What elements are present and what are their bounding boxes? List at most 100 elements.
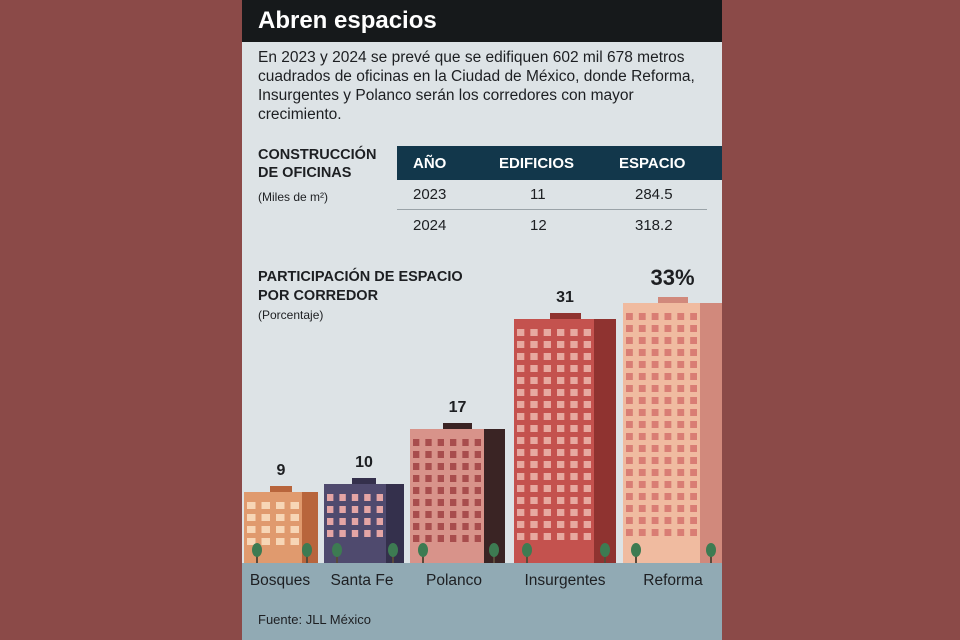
bar-reforma-window [677,397,685,404]
bar-insurgentes-window [530,341,538,348]
bar-polanco-window [462,523,469,530]
value-label-polanco: 17 [448,399,467,416]
bar-polanco-window [450,499,457,506]
bar-reforma-window [651,445,659,452]
bar-polanco-window [474,451,481,458]
bar-reforma-window [638,349,646,356]
bar-polanco-window [425,511,432,518]
value-label-santa-fe: 10 [355,454,373,471]
tree-trunk [392,555,394,563]
table-cell: 11 [530,186,546,203]
tree [522,543,532,557]
bar-insurgentes-window [557,449,565,456]
bar-insurgentes-window [583,389,591,396]
bar-reforma-window [651,361,659,368]
tree-trunk [635,555,637,563]
bar-reforma-window [626,457,633,464]
tree-trunk [526,555,528,563]
bar-reforma-window [664,481,672,488]
bar-polanco-window [474,511,481,518]
bar-polanco-window [462,499,469,506]
bar-polanco-window [450,487,457,494]
bar-insurgentes-window [530,377,538,384]
bar-polanco-window [413,475,420,482]
bar-reforma-window [664,445,672,452]
bar-reforma-window [626,469,633,476]
bar-polanco-window [474,439,481,446]
bar-reforma-window [690,493,697,500]
bar-insurgentes-window [570,425,578,432]
bar-bosques-window [261,502,270,509]
bar-insurgentes-window [570,497,578,504]
bar-insurgentes-window [543,533,551,540]
bar-reforma-window [677,373,685,380]
bar-reforma-window [626,517,633,524]
bar-reforma-window [626,409,633,416]
bar-insurgentes-window [517,377,525,384]
bar-reforma-window [651,505,659,512]
bar-insurgentes-window [517,449,525,456]
value-label-bosques: 9 [276,462,286,479]
bar-bosques-window [290,502,299,509]
table-divider [397,209,707,210]
bar-insurgentes-window [543,521,551,528]
bar-insurgentes-window [583,365,591,372]
chart-section-title-line1: PARTICIPACIÓN DE ESPACIO [258,269,463,285]
bar-insurgentes-window [517,329,525,336]
table-unit: (Miles de m²) [258,190,329,204]
bar-insurgentes-window [583,353,591,360]
bar-reforma-window [690,505,697,512]
bar-reforma-window [638,505,646,512]
tree [252,543,262,557]
bar-reforma-window [677,469,685,476]
bar-reforma-window [677,349,685,356]
source-note: Fuente: JLL México [258,612,371,627]
bar-reforma-window [690,529,697,536]
bar-polanco-window [450,535,457,542]
bar-insurgentes-window [517,473,525,480]
bar-insurgentes-window [530,449,538,456]
bar-bosques-roof [270,486,292,492]
bar-insurgentes-window [530,437,538,444]
bar-reforma-window [626,445,633,452]
bar-reforma-window [638,409,646,416]
title-bar: Abren espacios [242,0,722,42]
bar-santa-fe-window [339,494,346,501]
bar-reforma-window [664,529,672,536]
bar-santa-fe-window [364,530,371,537]
bar-reforma-window [651,529,659,536]
bar-insurgentes-window [530,329,538,336]
bar-insurgentes-window [543,497,551,504]
bar-insurgentes-window [557,485,565,492]
bar-insurgentes-window [583,413,591,420]
bar-insurgentes-window [583,497,591,504]
bar-reforma-window [651,349,659,356]
bar-reforma-window [664,337,672,344]
bar-polanco-window [474,535,481,542]
value-label-insurgentes: 31 [556,289,574,306]
bar-polanco-window [425,439,432,446]
bar-insurgentes-window [583,449,591,456]
table-header-cell: ESPACIO [619,155,686,172]
bar-reforma-window [664,517,672,524]
bar-insurgentes-window [570,485,578,492]
bar-reforma-window [677,337,685,344]
chart-unit: (Porcentaje) [258,308,324,322]
tree-trunk [336,555,338,563]
bar-santa-fe-roof [352,478,376,484]
bar-reforma-window [626,349,633,356]
bar-reforma-window [638,433,646,440]
bar-reforma-window [638,445,646,452]
bar-santa-fe-window [351,506,359,513]
bar-reforma-window [638,397,646,404]
bar-insurgentes-window [570,473,578,480]
bar-insurgentes-window [583,329,591,336]
bar-bosques-window [261,514,270,521]
bar-bosques-window [247,514,256,521]
bar-reforma-window [664,373,672,380]
bar-reforma-window [677,325,685,332]
bar-reforma-window [638,469,646,476]
bar-reforma-window [690,421,697,428]
table-cell: 2023 [413,186,447,203]
bar-polanco-window [474,475,481,482]
